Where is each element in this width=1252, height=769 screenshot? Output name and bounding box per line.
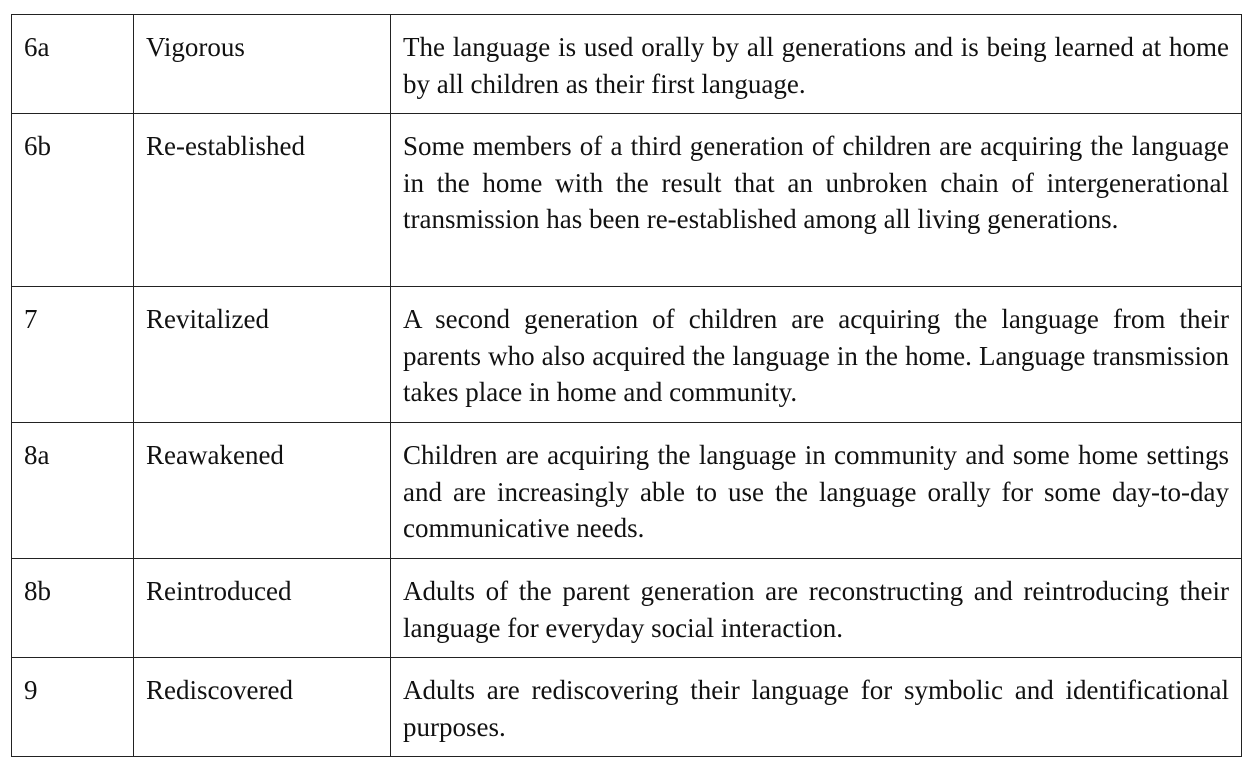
- label-cell: Re-established: [133, 113, 391, 287]
- level-cell: 6a: [11, 14, 134, 114]
- label-cell: Vigorous: [133, 14, 391, 114]
- description-cell: A second generation of children are acqu…: [390, 286, 1242, 423]
- level-cell: 7: [11, 286, 134, 423]
- description-cell: Adults of the parent generation are reco…: [390, 558, 1242, 658]
- level-cell: 9: [11, 657, 134, 757]
- label-cell: Reintroduced: [133, 558, 391, 658]
- description-cell: The language is used orally by all gener…: [390, 14, 1242, 114]
- level-cell: 8a: [11, 422, 134, 559]
- label-cell: Revitalized: [133, 286, 391, 423]
- table-row: 6a Vigorous The language is used orally …: [11, 14, 1242, 114]
- description-cell: Children are acquiring the language in c…: [390, 422, 1242, 559]
- description-cell: Adults are rediscovering their language …: [390, 657, 1242, 757]
- table-row: 8b Reintroduced Adults of the parent gen…: [11, 558, 1242, 658]
- table-row: 9 Rediscovered Adults are rediscovering …: [11, 657, 1242, 757]
- description-cell: Some members of a third generation of ch…: [390, 113, 1242, 287]
- label-cell: Rediscovered: [133, 657, 391, 757]
- table-row: 6b Re-established Some members of a thir…: [11, 113, 1242, 287]
- table-row: 8a Reawakened Children are acquiring the…: [11, 422, 1242, 559]
- level-cell: 8b: [11, 558, 134, 658]
- label-cell: Reawakened: [133, 422, 391, 559]
- level-cell: 6b: [11, 113, 134, 287]
- revitalization-scale-table: 6a Vigorous The language is used orally …: [11, 14, 1242, 757]
- table-row: 7 Revitalized A second generation of chi…: [11, 286, 1242, 423]
